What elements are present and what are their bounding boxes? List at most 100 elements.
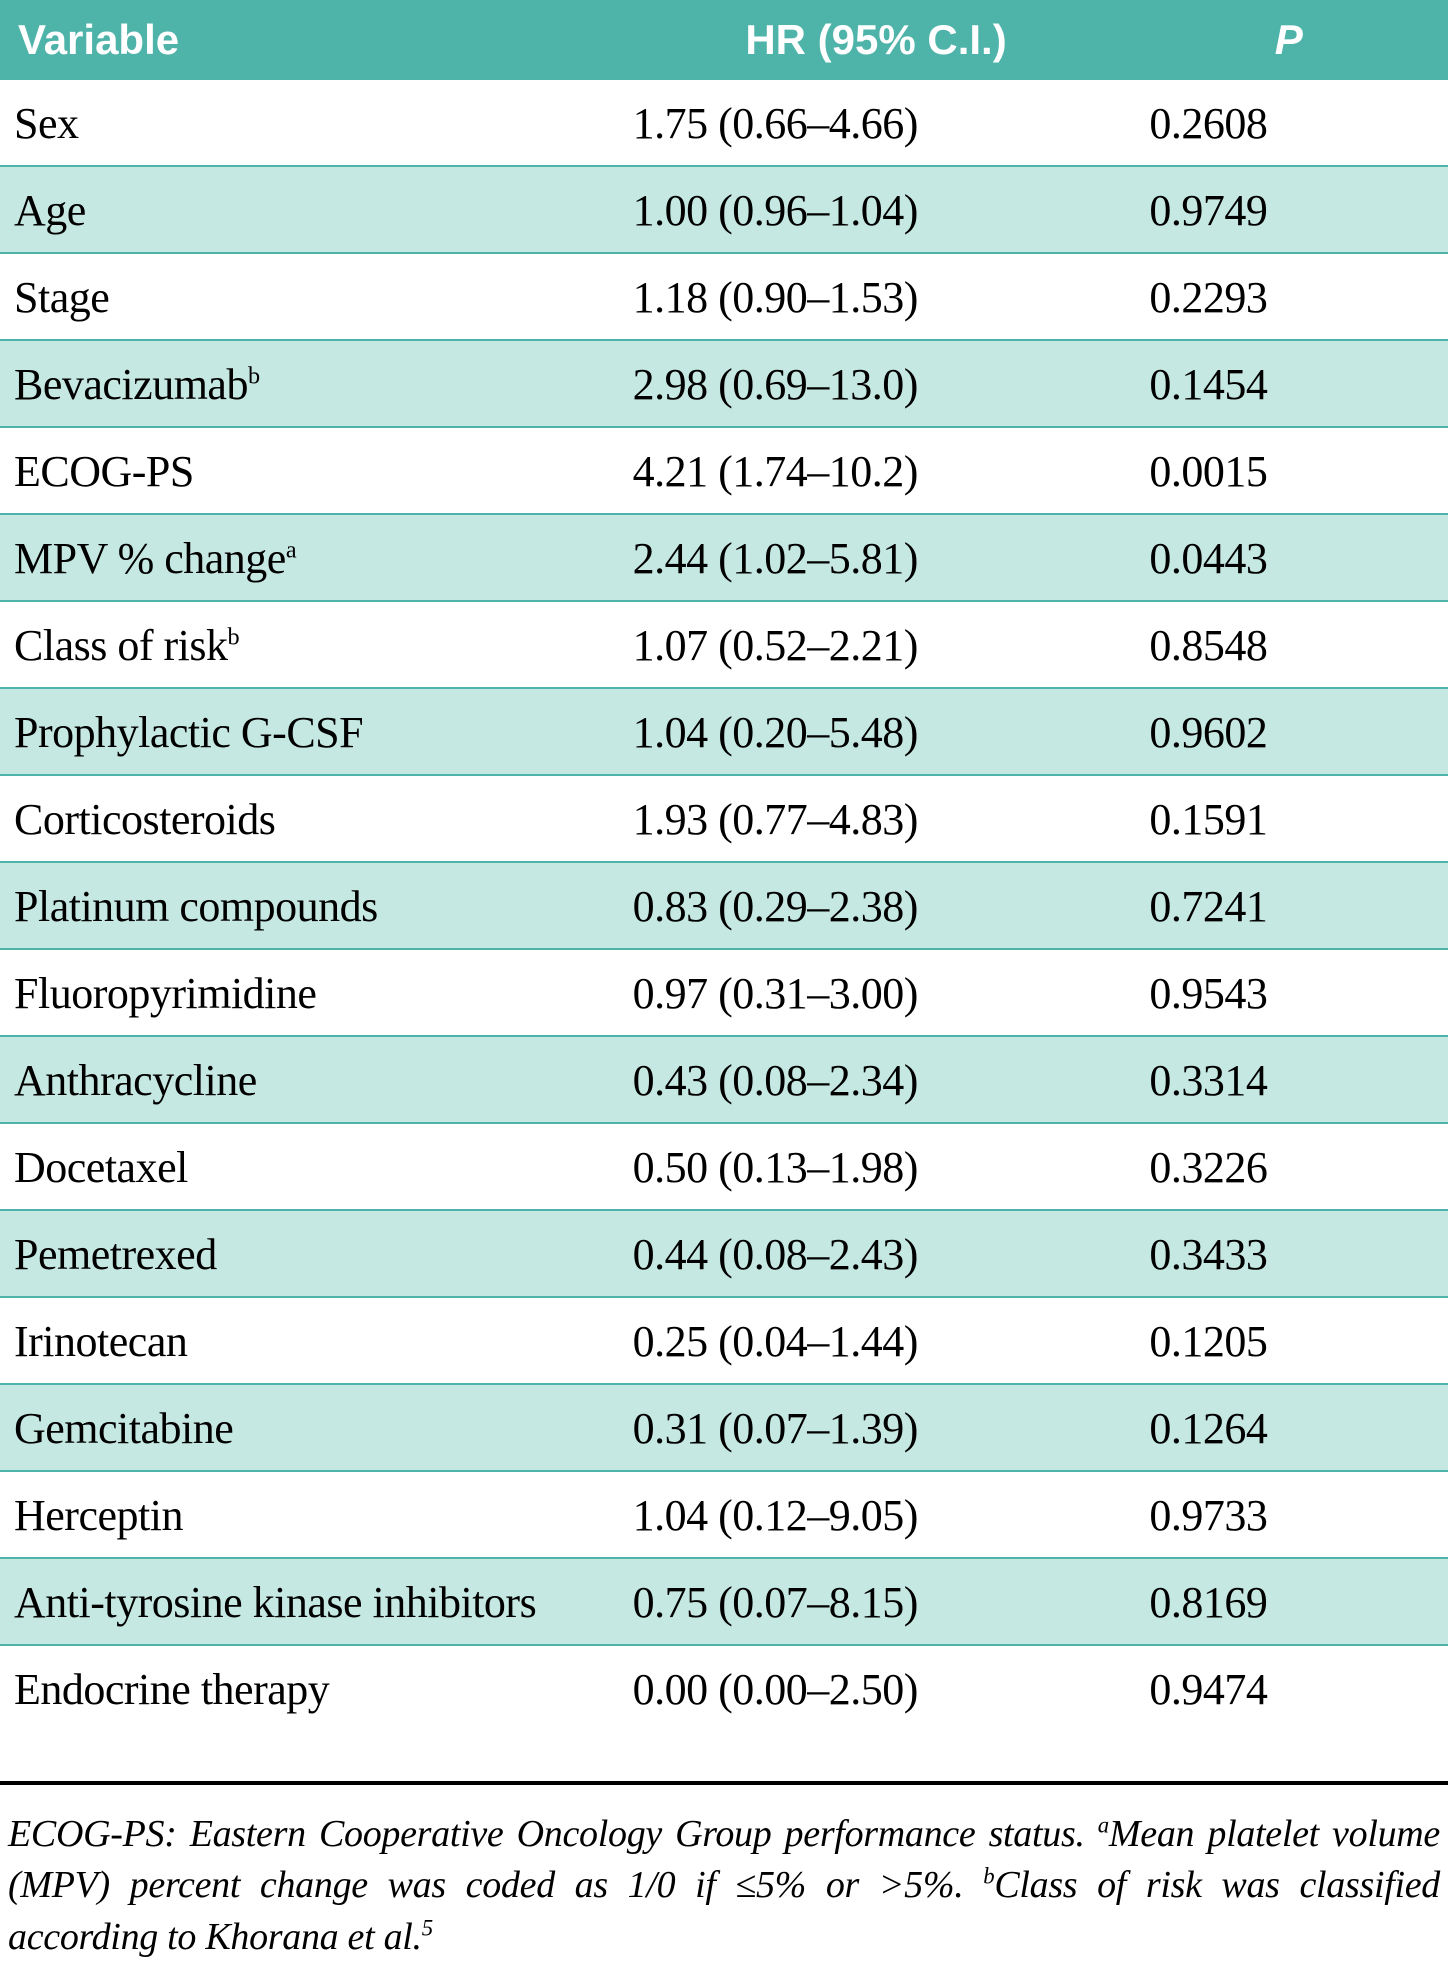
cell-hr: 0.83 (0.29–2.38) [623,862,1130,949]
cell-hr: 0.44 (0.08–2.43) [623,1210,1130,1297]
variable-label: Bevacizumab [14,360,248,409]
table-row: Corticosteroids1.93 (0.77–4.83)0.1591 [0,775,1448,862]
table-row: Prophylactic G-CSF 1.04 (0.20–5.48)0.9602 [0,688,1448,775]
variable-label: Corticosteroids [14,795,275,844]
cell-variable: Stage [0,253,623,340]
cell-p: 0.7241 [1129,862,1448,949]
footnote-lead: ECOG-PS: Eastern Cooperative Oncology Gr… [8,1813,1098,1855]
cell-variable: Sex [0,80,623,166]
cell-hr: 1.07 (0.52–2.21) [623,601,1130,688]
cell-p: 0.1454 [1129,340,1448,427]
cell-variable: ECOG-PS [0,427,623,514]
table-row: Herceptin 1.04 (0.12–9.05)0.9733 [0,1471,1448,1558]
variable-label: Pemetrexed [14,1230,217,1279]
variable-label: MPV % change [14,534,286,583]
table-row: Sex 1.75 (0.66–4.66)0.2608 [0,80,1448,166]
variable-label: Sex [14,99,79,148]
cell-variable: Herceptin [0,1471,623,1558]
cell-variable: Class of riskb [0,601,623,688]
cell-hr: 2.44 (1.02–5.81) [623,514,1130,601]
variable-footnote-marker: b [228,623,240,650]
variable-label: Stage [14,273,109,322]
variable-label: Docetaxel [14,1143,188,1192]
table-row: Stage1.18 (0.90–1.53)0.2293 [0,253,1448,340]
table-row: MPV % changea2.44 (1.02–5.81)0.0443 [0,514,1448,601]
footnote-separator [0,1741,1448,1785]
footnote-sup-b: b [983,1864,994,1889]
cell-p: 0.8548 [1129,601,1448,688]
table-row: Docetaxel0.50 (0.13–1.98)0.3226 [0,1123,1448,1210]
variable-label: Herceptin [14,1491,183,1540]
variable-footnote-marker: a [286,536,296,563]
variable-label: Age [14,186,86,235]
col-header-p: P [1129,0,1448,80]
cell-p: 0.9733 [1129,1471,1448,1558]
table-row: Gemcitabine 0.31 (0.07–1.39)0.1264 [0,1384,1448,1471]
variable-label: Fluoropyrimidine [14,969,316,1018]
variable-label: Irinotecan [14,1317,187,1366]
table-row: Irinotecan 0.25 (0.04–1.44)0.1205 [0,1297,1448,1384]
cell-hr: 4.21 (1.74–10.2) [623,427,1130,514]
cell-p: 0.3226 [1129,1123,1448,1210]
cell-hr: 1.04 (0.20–5.48) [623,688,1130,775]
cell-p: 0.8169 [1129,1558,1448,1645]
variable-label: ECOG-PS [14,447,194,496]
variable-label: Anthracycline [14,1056,257,1105]
variable-label: Class of risk [14,621,228,670]
table-row: Endocrine therapy 0.00 (0.00–2.50)0.9474 [0,1645,1448,1731]
cell-variable: Endocrine therapy [0,1645,623,1731]
cell-p: 0.2608 [1129,80,1448,166]
cell-hr: 0.75 (0.07–8.15) [623,1558,1130,1645]
col-header-variable: Variable [0,0,623,80]
cell-variable: Prophylactic G-CSF [0,688,623,775]
cell-hr: 0.97 (0.31–3.00) [623,949,1130,1036]
cell-hr: 2.98 (0.69–13.0) [623,340,1130,427]
cell-p: 0.2293 [1129,253,1448,340]
footnote-sup-ref: 5 [422,1915,433,1940]
cell-p: 0.1264 [1129,1384,1448,1471]
cell-variable: Pemetrexed [0,1210,623,1297]
cell-p: 0.3314 [1129,1036,1448,1123]
cell-variable: Age [0,166,623,253]
cell-variable: Gemcitabine [0,1384,623,1471]
cell-hr: 1.75 (0.66–4.66) [623,80,1130,166]
cell-p: 0.9602 [1129,688,1448,775]
table-header-row: Variable HR (95% C.I.) P [0,0,1448,80]
cell-p: 0.9474 [1129,1645,1448,1731]
table-body: Sex1.75 (0.66–4.66)0.2608Age1.00 (0.96–1… [0,80,1448,1731]
table-row: Fluoropyrimidine 0.97 (0.31–3.00)0.9543 [0,949,1448,1036]
results-table: Variable HR (95% C.I.) P Sex 1.75 (0.66–4… [0,0,1448,1731]
variable-label: Prophylactic G-CSF [14,708,363,757]
cell-hr: 1.04 (0.12–9.05) [623,1471,1130,1558]
cell-p: 0.0443 [1129,514,1448,601]
cell-hr: 0.43 (0.08–2.34) [623,1036,1130,1123]
table-footnote: ECOG-PS: Eastern Cooperative Oncology Gr… [0,1785,1448,1963]
cell-p: 0.0015 [1129,427,1448,514]
cell-variable: Irinotecan [0,1297,623,1384]
variable-label: Platinum compounds [14,882,378,931]
cell-variable: Corticosteroids [0,775,623,862]
cell-hr: 1.93 (0.77–4.83) [623,775,1130,862]
cell-variable: Fluoropyrimidine [0,949,623,1036]
cell-variable: MPV % changea [0,514,623,601]
cell-variable: Bevacizumabb [0,340,623,427]
col-header-hr: HR (95% C.I.) [623,0,1130,80]
table-row: Bevacizumabb2.98 (0.69–13.0)0.1454 [0,340,1448,427]
cell-hr: 0.00 (0.00–2.50) [623,1645,1130,1731]
cell-variable: Docetaxel [0,1123,623,1210]
variable-label: Gemcitabine [14,1404,233,1453]
footnote-sup-a: a [1098,1812,1109,1837]
table-row: Anthracycline 0.43 (0.08–2.34)0.3314 [0,1036,1448,1123]
cell-hr: 0.25 (0.04–1.44) [623,1297,1130,1384]
cell-p: 0.1205 [1129,1297,1448,1384]
table-row: Class of riskb1.07 (0.52–2.21)0.8548 [0,601,1448,688]
cell-variable: Platinum compounds [0,862,623,949]
variable-label: Anti-tyrosine kinase inhibitors [14,1578,536,1627]
variable-footnote-marker: b [248,362,260,389]
cell-hr: 0.31 (0.07–1.39) [623,1384,1130,1471]
cell-variable: Anthracycline [0,1036,623,1123]
table-row: Platinum compounds 0.83 (0.29–2.38)0.7241 [0,862,1448,949]
variable-label: Endocrine therapy [14,1665,329,1714]
cell-p: 0.3433 [1129,1210,1448,1297]
cell-p: 0.9543 [1129,949,1448,1036]
